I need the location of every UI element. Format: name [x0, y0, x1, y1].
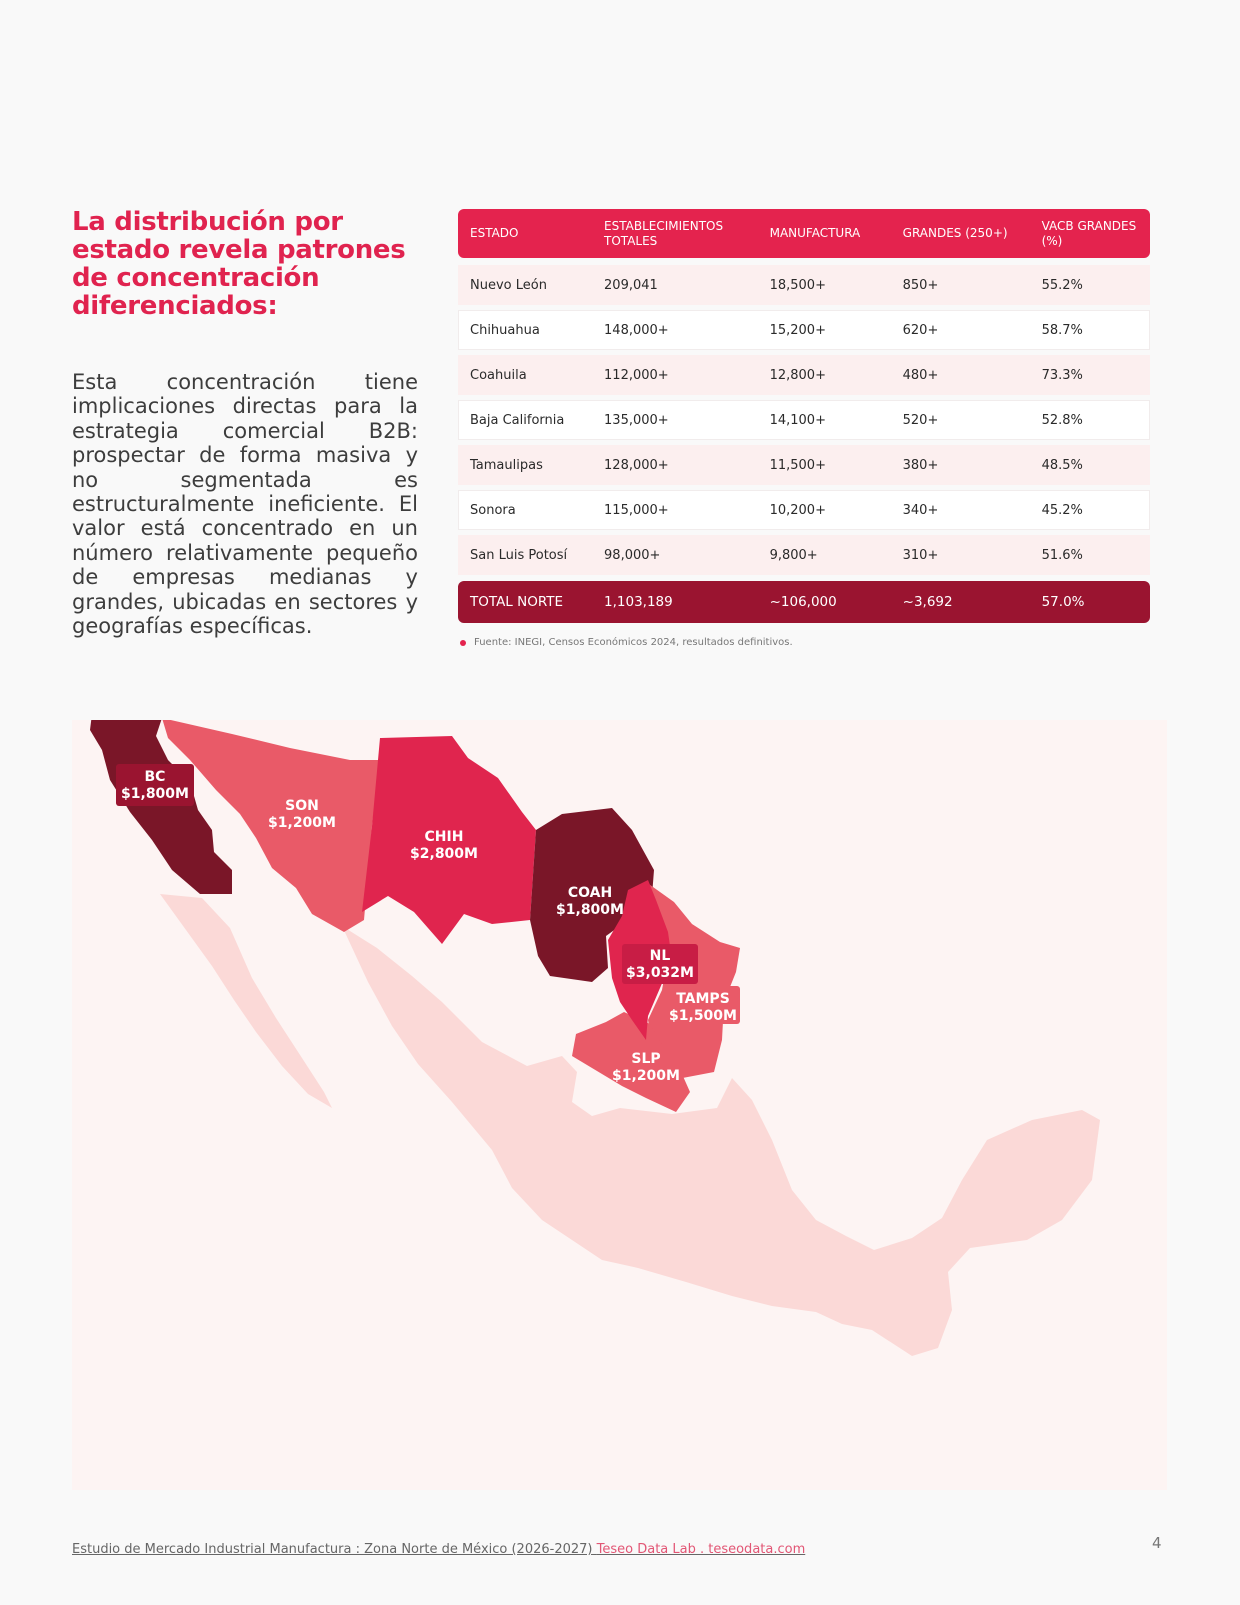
- cell-manufactura: 10,200+: [769, 502, 826, 518]
- bc-label-box: [116, 764, 194, 806]
- cell-establecimientos: 148,000+: [604, 322, 669, 338]
- table-row: Baja California 135,000+ 14,100+ 520+ 52…: [458, 400, 1150, 440]
- nl-label-value: $3,032M: [626, 965, 694, 981]
- cell-vacb: 52.8%: [1041, 412, 1083, 428]
- cell-vacb: 55.2%: [1041, 277, 1083, 293]
- map-state-rest-of-mexico: [342, 926, 1100, 1356]
- cell-manufactura: 15,200+: [769, 322, 826, 338]
- table-row: Sonora 115,000+ 10,200+ 340+ 45.2%: [458, 490, 1150, 530]
- tamps-label-code: TAMPS: [676, 991, 730, 1007]
- table-row: San Luis Potosí 98,000+ 9,800+ 310+ 51.6…: [458, 535, 1150, 575]
- cell-vacb: 58.7%: [1041, 322, 1083, 338]
- cell-vacb: 48.5%: [1041, 457, 1083, 473]
- cell-grandes: 620+: [902, 322, 939, 338]
- table-row: Coahuila 112,000+ 12,800+ 480+ 73.3%: [458, 355, 1150, 395]
- table-row: Chihuahua 148,000+ 15,200+ 620+ 58.7%: [458, 310, 1150, 350]
- cell-estado: San Luis Potosí: [470, 547, 568, 563]
- footer-text: Estudio de Mercado Industrial Manufactur…: [72, 1542, 593, 1557]
- cell-establecimientos: 115,000+: [604, 502, 669, 518]
- slp-label-value: $1,200M: [612, 1068, 680, 1084]
- footer-brand-link[interactable]: Teseo Data Lab . teseodata.com: [596, 1542, 806, 1557]
- total-manufactura: ~106,000: [769, 594, 837, 610]
- cell-estado: Baja California: [470, 412, 565, 428]
- cell-grandes: 520+: [902, 412, 939, 428]
- cell-estado: Sonora: [470, 502, 516, 518]
- cell-manufactura: 14,100+: [769, 412, 826, 428]
- mexico-map: BC $1,800M SON $1,200M CHIH $2,800M COAH…: [90, 720, 1100, 1356]
- nl-label-code: NL: [650, 948, 671, 964]
- header-grandes: GRANDES (250+): [902, 226, 1008, 240]
- chih-label-code: CHIH: [425, 829, 464, 845]
- tamps-label-box: [666, 986, 740, 1024]
- bc-label-value: $1,800M: [121, 786, 189, 802]
- table-header-row: ESTADO ESTABLECIMIENTOS TOTALES MANUFACT…: [458, 209, 1150, 258]
- cell-grandes: 340+: [902, 502, 939, 518]
- map-panel: BC $1,800M SON $1,200M CHIH $2,800M COAH…: [72, 720, 1167, 1490]
- cell-establecimientos: 128,000+: [604, 457, 669, 473]
- cell-establecimientos: 112,000+: [604, 367, 669, 383]
- bc-label-code: BC: [145, 769, 166, 785]
- son-label-value: $1,200M: [268, 815, 336, 831]
- cell-manufactura: 18,500+: [769, 277, 826, 293]
- section-heading: La distribución por estado revela patron…: [72, 207, 406, 321]
- map-state-slp: [572, 1012, 690, 1112]
- coah-label-value: $1,800M: [556, 902, 624, 918]
- header-establecimientos: ESTABLECIMIENTOS TOTALES: [604, 218, 724, 248]
- coah-label-code: COAH: [568, 885, 612, 901]
- table-total-row: TOTAL NORTE 1,103,189 ~106,000 ~3,692 57…: [458, 581, 1150, 623]
- cell-grandes: 310+: [902, 547, 939, 563]
- cell-establecimientos: 98,000+: [604, 547, 661, 563]
- body-paragraph: Esta concentración tiene implicaciones d…: [72, 370, 418, 639]
- cell-establecimientos: 209,041: [604, 277, 658, 293]
- map-state-chih: [362, 736, 536, 944]
- map-state-coah: [530, 808, 654, 982]
- cell-estado: Nuevo León: [470, 277, 547, 293]
- bullet-dot-icon: [460, 639, 466, 646]
- map-state-son: [162, 720, 380, 932]
- map-state-bcs: [160, 894, 332, 1108]
- table-row: Tamaulipas 128,000+ 11,500+ 380+ 48.5%: [458, 445, 1150, 485]
- cell-vacb: 45.2%: [1041, 502, 1083, 518]
- source-note: Fuente: INEGI, Censos Económicos 2024, r…: [474, 637, 793, 648]
- tamps-label-value: $1,500M: [669, 1008, 737, 1024]
- cell-grandes: 380+: [902, 457, 939, 473]
- cell-grandes: 480+: [902, 367, 939, 383]
- cell-estado: Coahuila: [470, 367, 527, 383]
- page-number: 4: [1152, 1534, 1162, 1552]
- header-estado: ESTADO: [470, 226, 519, 240]
- cell-estado: Tamaulipas: [470, 457, 543, 473]
- total-label: TOTAL NORTE: [470, 594, 564, 610]
- total-grandes: ~3,692: [902, 594, 953, 610]
- table-row: Nuevo León 209,041 18,500+ 850+ 55.2%: [458, 265, 1150, 305]
- cell-establecimientos: 135,000+: [604, 412, 669, 428]
- footer: Estudio de Mercado Industrial Manufactur…: [72, 1542, 805, 1557]
- son-label-code: SON: [285, 798, 319, 814]
- state-distribution-table: ESTADO ESTABLECIMIENTOS TOTALES MANUFACT…: [458, 209, 1150, 648]
- cell-manufactura: 12,800+: [769, 367, 826, 383]
- total-establecimientos: 1,103,189: [604, 594, 673, 610]
- map-state-bc: [90, 720, 232, 894]
- cell-vacb: 73.3%: [1041, 367, 1083, 383]
- chih-label-value: $2,800M: [410, 846, 478, 862]
- table-source: Fuente: INEGI, Censos Económicos 2024, r…: [458, 637, 1150, 648]
- slp-label-code: SLP: [631, 1051, 660, 1067]
- nl-label-box: [622, 944, 698, 984]
- total-vacb: 57.0%: [1041, 594, 1085, 610]
- cell-grandes: 850+: [902, 277, 939, 293]
- header-manufactura: MANUFACTURA: [769, 226, 861, 240]
- cell-estado: Chihuahua: [470, 322, 540, 338]
- header-vacb: VACB GRANDES (%): [1041, 218, 1137, 248]
- cell-vacb: 51.6%: [1041, 547, 1083, 563]
- cell-manufactura: 11,500+: [769, 457, 826, 473]
- cell-manufactura: 9,800+: [769, 547, 818, 563]
